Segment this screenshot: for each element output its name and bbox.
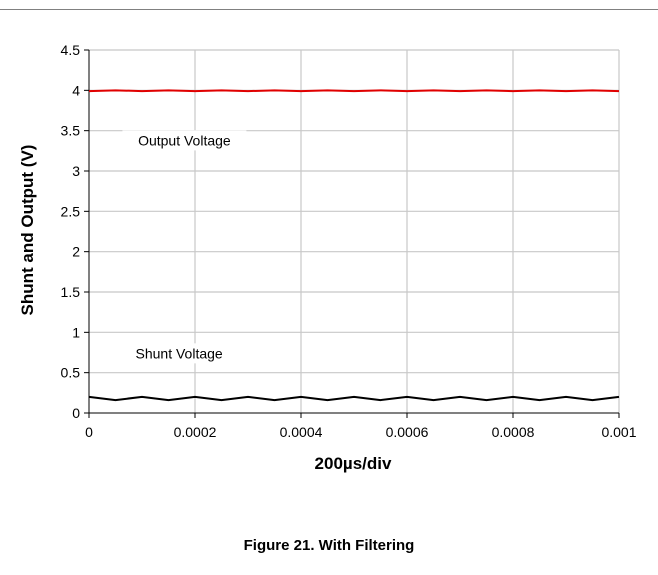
y-axis-title: Shunt and Output (V) — [18, 145, 37, 316]
y-tick-label: 4 — [72, 82, 80, 98]
header-rule — [0, 9, 658, 10]
x-tick-label: 0.0002 — [174, 424, 217, 440]
y-tick-label: 0.5 — [61, 365, 81, 381]
y-tick-label: 4.5 — [61, 42, 81, 58]
shunt-voltage-label: Shunt Voltage — [136, 345, 223, 361]
chart-tick-labels: 0 0.5 1 1.5 2 2.5 3 3.5 4 4.5 0 0.0002 0.0004 0.0006 0… — [61, 42, 637, 440]
chart-axes — [84, 49, 620, 418]
x-axis-title: 200µs/div — [315, 454, 392, 473]
chart-annotations: Output Voltage Shunt Voltage — [121, 130, 247, 364]
y-tick-label: 3.5 — [61, 123, 81, 139]
annotation-background — [122, 130, 247, 151]
x-tick-label: 0.001 — [601, 424, 636, 440]
y-tick-label: 2 — [72, 244, 80, 260]
y-tick-label: 0 — [72, 405, 80, 421]
y-tick-label: 1 — [72, 324, 80, 340]
x-tick-label: 0.0006 — [386, 424, 429, 440]
output-voltage-line — [88, 89, 620, 93]
chart: 0 0.5 1 1.5 2 2.5 3 3.5 4 4.5 0 0.0002 0.0004 0.0006 0… — [18, 42, 637, 473]
chart-series — [88, 89, 620, 402]
figure-caption: Figure 21. With Filtering — [243, 537, 415, 554]
y-tick-label: 3 — [72, 163, 80, 179]
shunt-voltage-line — [88, 395, 620, 402]
x-tick-label: 0 — [85, 424, 93, 440]
output-voltage-label: Output Voltage — [138, 132, 231, 148]
y-tick-label: 2.5 — [61, 203, 81, 219]
x-tick-label: 0.0008 — [492, 424, 535, 440]
annotation-background — [121, 343, 238, 364]
x-tick-label: 0.0004 — [280, 424, 323, 440]
y-tick-label: 1.5 — [61, 284, 81, 300]
